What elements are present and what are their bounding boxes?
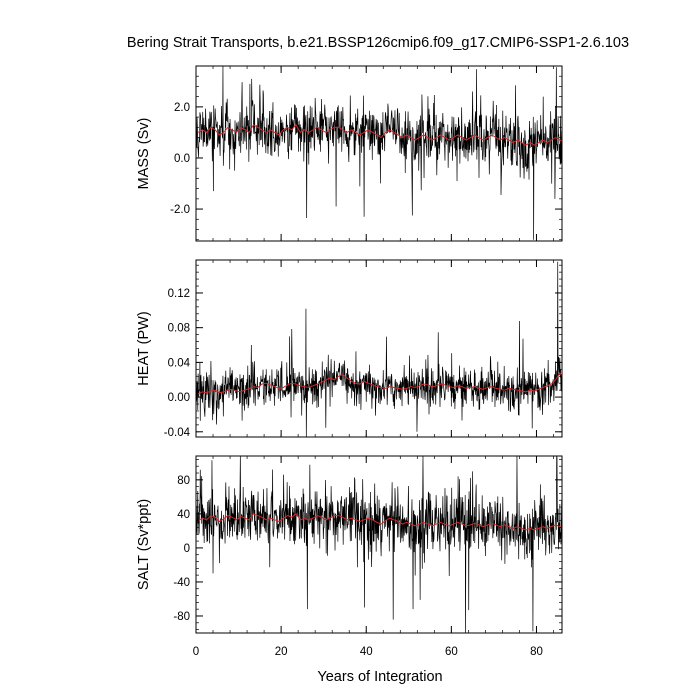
y-tick-label: 0.12: [168, 288, 190, 300]
x-tick-label: 20: [275, 646, 288, 658]
panel-2: 0.12 0.08 0.04 0.00 -0.04 HEAT (PW): [136, 259, 563, 439]
x-tick-label: 60: [445, 646, 458, 658]
series-monthly-line: [196, 456, 562, 633]
y-tick-label: 0.0: [174, 153, 190, 165]
x-axis-label: Years of Integration: [317, 669, 442, 685]
y-tick-label: 0.08: [168, 323, 190, 335]
series-annual-line: [197, 371, 562, 395]
x-tick-label: 0: [193, 646, 199, 658]
series-monthly-line: [196, 66, 562, 240]
series-annual-line: [197, 513, 562, 531]
x-tick-label: 40: [360, 646, 373, 658]
x-tick-label: 80: [530, 646, 543, 658]
y-tick-label: 40: [177, 509, 190, 521]
panels: 2.0 0.0 -2.0 MASS (Sv) 0.12 0.08 0.04 0.00 -0.04…: [136, 65, 563, 658]
series-monthly-line: [196, 261, 562, 437]
plot-frame: [195, 455, 563, 634]
panel-3: 80 40 0 -40 -80 SALT (Sv*ppt): [136, 455, 563, 634]
y-axis-label: MASS (Sv): [136, 118, 152, 190]
y-tick-label: 80: [177, 475, 190, 487]
series-annual-line: [197, 123, 562, 146]
panel-1: 2.0 0.0 -2.0 MASS (Sv): [136, 65, 563, 242]
y-tick-label: -40: [173, 577, 190, 589]
y-tick-label: 0.04: [168, 357, 191, 369]
y-tick-label: 0.00: [168, 392, 190, 404]
y-tick-label: -2.0: [170, 204, 190, 216]
y-tick-label: 2.0: [174, 102, 190, 114]
y-axis-label: SALT (Sv*ppt): [136, 499, 152, 590]
y-tick-label: 0: [184, 543, 190, 555]
plot-frame: [195, 65, 563, 242]
y-tick-label: -0.04: [164, 427, 191, 439]
y-tick-label: -80: [173, 611, 190, 623]
y-axis-label: HEAT (PW): [136, 311, 152, 385]
chart-title: Bering Strait Transports, b.e21.BSSP126c…: [127, 35, 629, 51]
plot-frame: [195, 259, 563, 438]
